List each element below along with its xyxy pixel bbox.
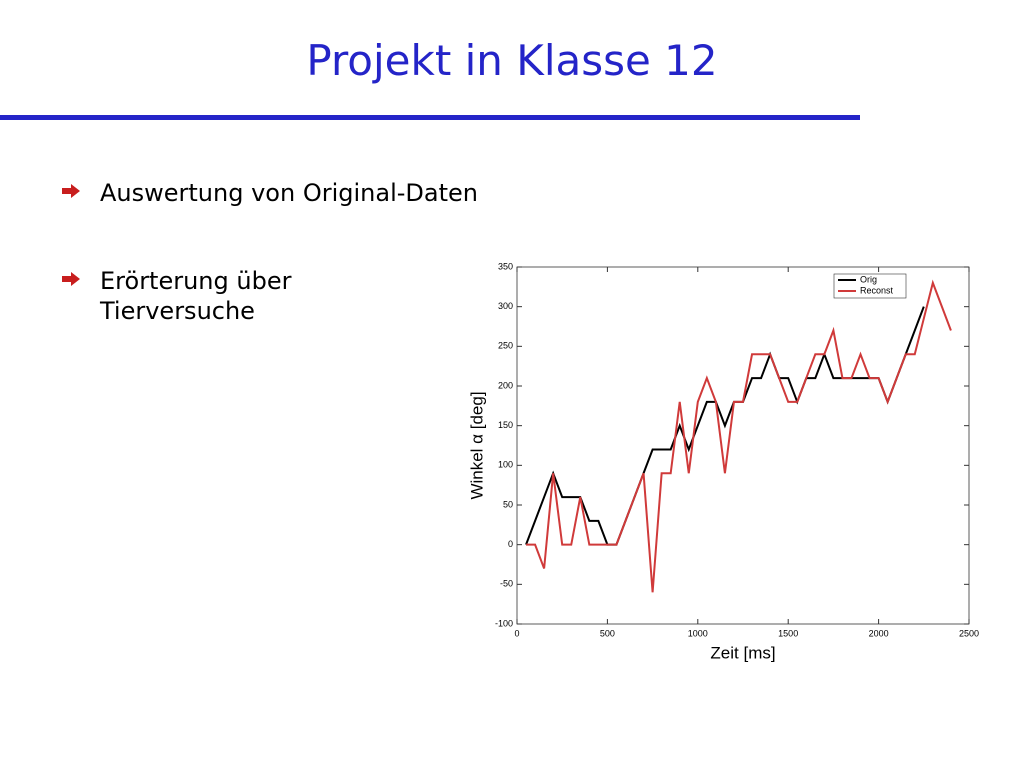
y-tick-label: 200 [498,380,513,390]
series-line [525,306,925,546]
y-tick-label: 50 [503,499,513,509]
x-tick-label: 500 [600,628,615,638]
title-rule [0,115,860,120]
x-tick-label: 1500 [778,628,798,638]
plot-area [516,266,970,625]
legend-label: Orig [860,274,877,284]
y-tick-label: 150 [498,420,513,430]
legend [833,273,907,299]
y-tick-label: -50 [500,579,513,589]
bullet-text: Auswertung von Original-Daten [100,179,478,207]
y-tick-label: 250 [498,341,513,351]
y-axis-label: Winkel α [deg] [467,391,486,499]
x-tick-label: 1000 [688,628,708,638]
bullet-icon [62,272,80,286]
legend-label: Reconst [860,285,894,295]
bullet-icon [62,184,80,198]
x-tick-label: 0 [514,628,519,638]
x-tick-label: 2500 [959,628,979,638]
bullet-text: Erörterung über Tierversuche [100,267,292,325]
y-tick-label: -100 [495,618,513,628]
y-tick-label: 350 [498,261,513,271]
y-tick-label: 100 [498,460,513,470]
y-tick-label: 0 [508,539,513,549]
series-line [526,279,952,593]
x-tick-label: 2000 [869,628,889,638]
y-tick-label: 300 [498,301,513,311]
slide-title: Projekt in Klasse 12 [306,36,718,85]
x-axis-label: Zeit [ms] [710,643,775,662]
